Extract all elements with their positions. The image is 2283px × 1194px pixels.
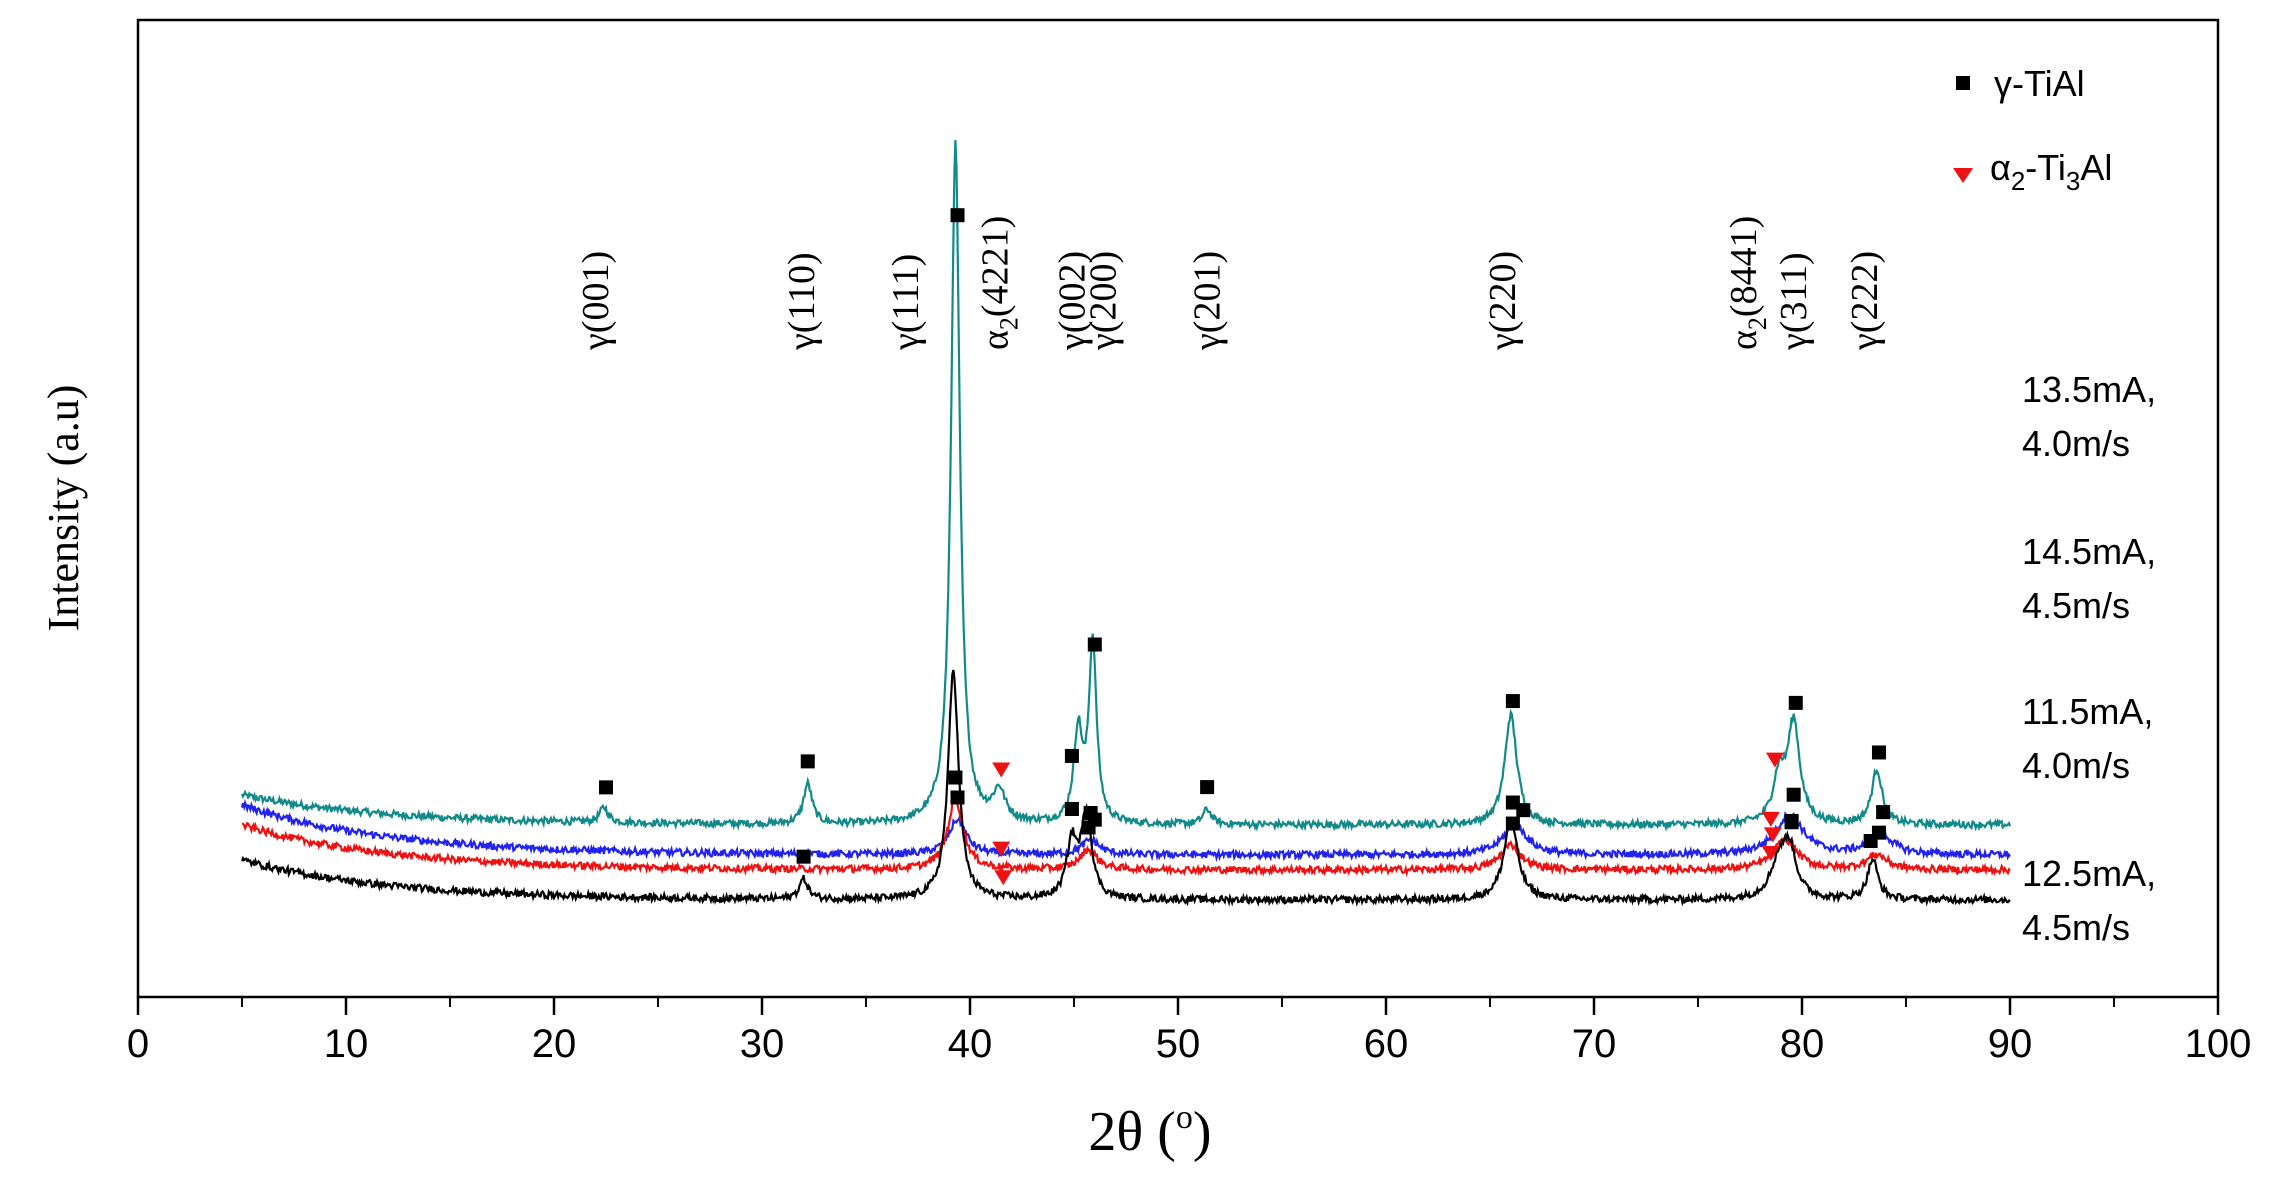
peak-annotation: γ(200) [1083,251,1125,351]
legend-gamma-label: γ-TiAl [1994,63,2085,104]
marker-layer [599,208,1891,886]
sample-label: 4.5m/s [2022,585,2130,626]
peak-annotation: α2(8441) [1723,216,1772,350]
x-axis-ticks: 0 10 20 30 40 50 60 70 80 90 100 [127,997,2252,1066]
series-line-2 [241,792,2011,878]
gamma-tial-marker [1876,805,1891,820]
series-line-1 [240,798,2011,863]
x-tick-label: 0 [127,1022,149,1066]
annotation-layer: γ(001) γ(110) γ(111) α2(4221) γ(002)γ(200) γ(… [575,216,1886,351]
gamma-tial-marker [1505,816,1520,831]
y-axis-title: Intensity (a.u) [39,385,88,632]
sample-label: 4.5m/s [2022,907,2130,948]
gamma-tial-marker [1081,820,1096,835]
peak-annotation: γ(111) [885,254,927,351]
gamma-tial-marker [800,754,815,769]
x-tick-label: 10 [324,1022,369,1066]
sample-label: 4.0m/s [2022,423,2130,464]
gamma-tial-marker [1083,806,1098,821]
peak-annotation: γ(201) [1187,251,1229,351]
x-tick-label: 60 [1364,1022,1409,1066]
legend-alpha2-marker [1953,168,1973,183]
sample-label: 11.5mA, [2022,691,2153,732]
legend-gamma-marker [1956,76,1970,90]
alpha2-ti3al-marker [1763,827,1782,843]
legend-alpha2-label: α2-Ti3Al [1990,147,2112,196]
gamma-tial-marker [1200,780,1215,795]
gamma-tial-marker [1087,637,1102,652]
peak-annotation: α2(4221) [974,216,1023,350]
gamma-tial-marker [1786,787,1801,802]
gamma-tial-marker [1788,695,1803,710]
gamma-tial-marker [1505,694,1520,709]
sample-labels: 13.5mA, 4.0m/s 14.5mA, 4.5m/s 11.5mA, 4.0m/s 1… [2022,369,2156,948]
legend: γ-TiAl α2-Ti3Al [1953,63,2112,196]
sample-label: 4.0m/s [2022,745,2130,786]
x-tick-label: 90 [1988,1022,2033,1066]
gamma-tial-marker [1871,745,1886,760]
alpha2-ti3al-marker [1765,752,1784,768]
x-tick-label: 70 [1572,1022,1617,1066]
x-tick-label: 30 [740,1022,785,1066]
sample-label: 13.5mA, [2022,369,2156,410]
gamma-tial-marker [1064,801,1079,816]
alpha2-ti3al-marker [992,762,1011,778]
gamma-tial-marker [1505,795,1520,810]
x-tick-label: 50 [1156,1022,1201,1066]
series-line-0 [240,140,2012,833]
sample-label: 14.5mA, [2022,531,2156,572]
gamma-tial-marker [1784,813,1799,828]
x-axis-title: 2θ (o) [1088,1099,1211,1163]
series-line-3 [240,669,2011,908]
x-tick-label: 20 [532,1022,577,1066]
gamma-tial-marker [948,770,963,785]
series-layer [240,140,2012,908]
alpha2-ti3al-marker [1761,845,1780,861]
peak-annotation: γ(001) [575,251,617,351]
gamma-tial-marker [950,790,965,805]
x-tick-label: 100 [2185,1022,2252,1066]
peak-annotation: γ(002) [1051,251,1093,351]
x-tick-label: 80 [1780,1022,1825,1066]
peak-annotation: γ(220) [1482,251,1524,351]
gamma-tial-marker [796,849,811,864]
x-tick-label: 40 [948,1022,993,1066]
gamma-tial-marker [1064,748,1079,763]
gamma-tial-marker [599,780,613,795]
peak-annotation: γ(222) [1844,251,1886,351]
peak-annotation: γ(311) [1773,252,1815,351]
alpha2-ti3al-marker [992,841,1011,857]
gamma-tial-marker [950,208,965,223]
sample-label: 12.5mA, [2022,853,2156,894]
alpha2-ti3al-marker [1761,811,1780,827]
gamma-tial-marker [1863,834,1878,849]
peak-annotation: γ(110) [781,252,823,351]
alpha2-ti3al-marker [994,870,1013,886]
